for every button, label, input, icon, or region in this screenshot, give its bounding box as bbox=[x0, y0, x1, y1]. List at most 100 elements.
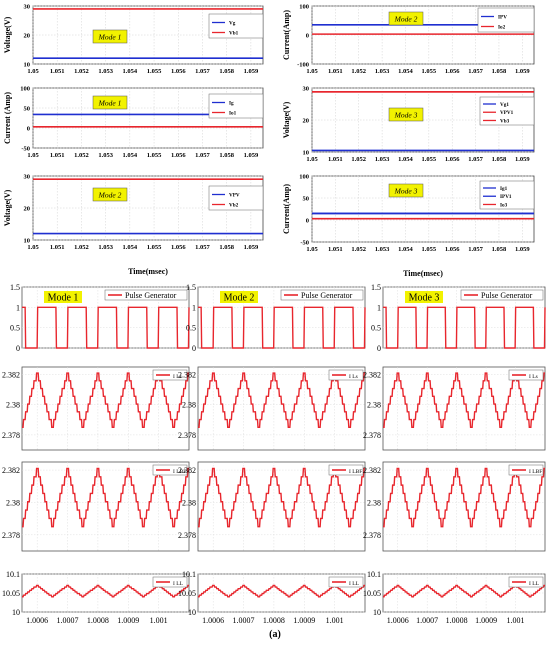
chart-tl3: 1.05 1.051 1.052 1.053 1.054 1.055 1.056 1.057 1… bbox=[3, 174, 264, 276]
waveform-line bbox=[198, 306, 366, 349]
x-tick-label: 1.001 bbox=[507, 616, 525, 625]
y-tick-label: 1.5 bbox=[186, 283, 196, 292]
x-tick-label: 1.052 bbox=[74, 244, 89, 251]
y-axis-label: Current(Amp) bbox=[282, 184, 291, 234]
x-tick-label: 1.058 bbox=[219, 152, 234, 159]
mode-label-box bbox=[405, 291, 443, 303]
chart-tr2: 1.05 1.051 1.052 1.053 1.054 1.055 1.056 1.057 1… bbox=[282, 86, 535, 163]
y-tick-label: 0.5 bbox=[186, 324, 196, 333]
waveform-line bbox=[383, 306, 546, 349]
legend-entry: I LL bbox=[349, 581, 360, 587]
x-tick-label: 1.057 bbox=[195, 152, 210, 159]
y-tick-label: 10.05 bbox=[363, 589, 381, 598]
y-tick-label: 2.378 bbox=[363, 431, 381, 440]
x-tick-label: 1.056 bbox=[445, 156, 460, 163]
y-tick-label: 0 bbox=[306, 33, 309, 40]
x-tick-label: 1.001 bbox=[326, 616, 344, 625]
x-tick-label: 1.05 bbox=[306, 68, 318, 75]
y-tick-label: 1 bbox=[192, 303, 196, 312]
waveform-0-1: 2.378 2.38 2.382 I Ls bbox=[2, 366, 190, 451]
x-tick-label: 1.0008 bbox=[446, 616, 468, 625]
mode-label-box bbox=[388, 11, 424, 26]
legend-entry: Io2 bbox=[498, 25, 506, 31]
legend-entry: I LBF bbox=[349, 469, 362, 475]
x-tick-label: 1.0009 bbox=[117, 616, 139, 625]
y-tick-label: 30 bbox=[24, 174, 31, 181]
waveform-1-1: 2.378 2.38 2.382 I Ls bbox=[178, 366, 366, 451]
x-tick-label: 1.0007 bbox=[233, 616, 255, 625]
legend-entry: IPV1 bbox=[500, 194, 512, 200]
x-tick-label: 1.056 bbox=[445, 68, 460, 75]
legend-entry: Vg1 bbox=[500, 102, 509, 108]
y-tick-label: 2.38 bbox=[6, 401, 20, 410]
y-tick-label: 2.382 bbox=[178, 371, 196, 380]
x-tick-label: 1.053 bbox=[98, 68, 113, 75]
x-tick-label: 1.055 bbox=[422, 156, 437, 163]
x-tick-label: 1.058 bbox=[492, 156, 507, 163]
y-tick-label: 100 bbox=[299, 4, 309, 11]
x-tick-label: 1.055 bbox=[422, 68, 437, 75]
y-axis-label: Voltage(V) bbox=[3, 189, 12, 226]
x-tick-label: 1.051 bbox=[50, 152, 65, 159]
x-tick-label: 1.051 bbox=[50, 244, 65, 251]
x-axis-label: Time(msec) bbox=[128, 267, 168, 276]
y-axis-label: Voltage(V) bbox=[3, 16, 12, 53]
y-tick-label: 100 bbox=[20, 86, 30, 93]
x-tick-label: 1.057 bbox=[195, 68, 210, 75]
x-tick-label: 1.054 bbox=[398, 246, 413, 253]
y-tick-label: 2.378 bbox=[363, 531, 381, 540]
mode-label-box bbox=[92, 95, 128, 110]
x-tick-label: 1.001 bbox=[150, 616, 168, 625]
y-tick-label: 30 bbox=[24, 4, 31, 11]
waveform-line bbox=[198, 372, 365, 429]
mode-label: Mode 1 bbox=[48, 293, 79, 304]
legend-entry: Ig1 bbox=[500, 186, 508, 192]
waveform-2-3: 1.0006 1.0007 1.0008 1.0009 1.001 10 10.05 10.1… bbox=[363, 570, 546, 625]
legend-entry: Io1 bbox=[229, 111, 237, 117]
x-tick-label: 1.059 bbox=[515, 246, 530, 253]
x-tick-label: 1.052 bbox=[74, 152, 89, 159]
legend-box bbox=[477, 7, 535, 33]
x-tick-label: 1.054 bbox=[398, 68, 413, 75]
y-tick-label: 2.382 bbox=[178, 466, 196, 475]
waveform-0-3: 1.0006 1.0007 1.0008 1.0009 1.001 10 10.05 10.1… bbox=[2, 570, 190, 625]
waveform-line bbox=[22, 372, 189, 429]
x-tick-label: 1.052 bbox=[351, 246, 366, 253]
x-tick-label: 1.056 bbox=[171, 68, 186, 75]
y-axis-label: Current(Amp) bbox=[282, 10, 291, 60]
x-tick-label: 1.059 bbox=[515, 68, 530, 75]
legend-entry: I LBF bbox=[173, 469, 186, 475]
x-tick-label: 1.0008 bbox=[87, 616, 109, 625]
y-tick-label: -50 bbox=[21, 146, 30, 153]
legend-box bbox=[104, 289, 188, 301]
legend-box bbox=[208, 185, 264, 211]
legend-box bbox=[280, 289, 364, 301]
chart-tr3: 1.05 1.051 1.052 1.053 1.054 1.055 1.056 1.057 1… bbox=[282, 174, 535, 278]
chart-tr1: 1.05 1.051 1.052 1.053 1.054 1.055 1.056 1.057 1… bbox=[282, 4, 535, 75]
mode-label-box bbox=[388, 107, 424, 122]
y-tick-label: 1 bbox=[16, 303, 20, 312]
y-tick-label: 2.382 bbox=[363, 371, 381, 380]
y-tick-label: 10.1 bbox=[6, 570, 20, 579]
mode-label-box bbox=[92, 29, 128, 44]
y-tick-label: 20 bbox=[303, 118, 310, 125]
y-tick-label: 2.382 bbox=[2, 466, 20, 475]
legend-entry: Io3 bbox=[500, 202, 508, 208]
legend-entry: Vb3 bbox=[500, 118, 510, 124]
legend-entry: I Ls bbox=[173, 374, 182, 380]
x-tick-label: 1.052 bbox=[74, 68, 89, 75]
mode-label: Mode 3 bbox=[394, 187, 418, 196]
y-tick-label: 10 bbox=[188, 608, 196, 617]
y-axis-label: Current (Amp) bbox=[3, 92, 12, 144]
x-tick-label: 1.0006 bbox=[387, 616, 409, 625]
waveform-2-2: 2.378 2.38 2.382 I LBF bbox=[363, 461, 546, 552]
waveform-line bbox=[198, 467, 365, 528]
legend-entry: VPV bbox=[229, 193, 240, 199]
x-tick-label: 1.052 bbox=[351, 156, 366, 163]
mode-label-box bbox=[44, 291, 82, 303]
waveform-1-3: 1.0006 1.0007 1.0008 1.0009 1.001 10 10.05 10.1… bbox=[178, 570, 366, 625]
y-tick-label: 2.378 bbox=[178, 431, 196, 440]
x-tick-label: 1.058 bbox=[219, 68, 234, 75]
